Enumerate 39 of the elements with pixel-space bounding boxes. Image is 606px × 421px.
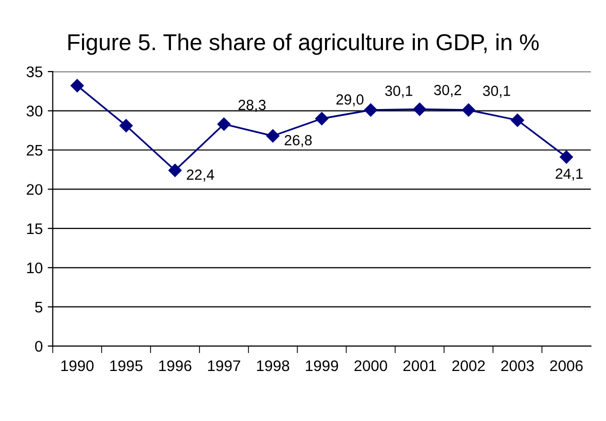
point [560,150,573,164]
data-label: 24,1 [556,168,583,181]
data-label: 30,1 [482,86,510,98]
x-tick-label: 2003 [501,360,534,372]
x-tick-label: 2001 [403,360,436,372]
y-tick-label: 30 [26,106,42,116]
x-tick-label: 2006 [550,360,583,372]
x-tick-label: 1996 [159,360,192,372]
data-label: 28,3 [238,100,266,112]
x-tick-label: 1990 [61,360,94,372]
y-tick-label: 25 [26,144,42,156]
x-tick-label: 2000 [354,360,388,372]
point [413,102,426,116]
point [120,119,133,132]
y-tick-label: 10 [27,262,42,274]
point [70,79,84,92]
point [462,103,476,117]
y-tick-label: 5 [35,302,42,313]
x-tick-label: 1999 [306,360,338,372]
y-tick-label: 15 [27,223,42,234]
point [168,164,182,177]
x-tick-label: 1998 [257,360,290,372]
point [217,118,231,131]
data-label: 26,8 [284,135,312,148]
point [266,129,280,142]
x-tick-label: 1997 [208,360,240,372]
data-label: 30,2 [434,84,462,97]
point [510,114,524,127]
point [315,112,328,126]
data-label: 29,0 [336,94,364,106]
y-tick-label: 0 [35,340,42,352]
chart-title: Figure 5. The share of agriculture in GDP, in % [68,34,539,55]
point [364,103,378,117]
x-tick-label: 2002 [452,360,485,372]
x-tick-label: 1995 [110,360,142,372]
data-label: 30,1 [385,86,412,98]
data-label: 22,4 [186,170,214,182]
y-tick-label: 20 [26,184,42,195]
y-tick-label: 35 [26,66,42,78]
